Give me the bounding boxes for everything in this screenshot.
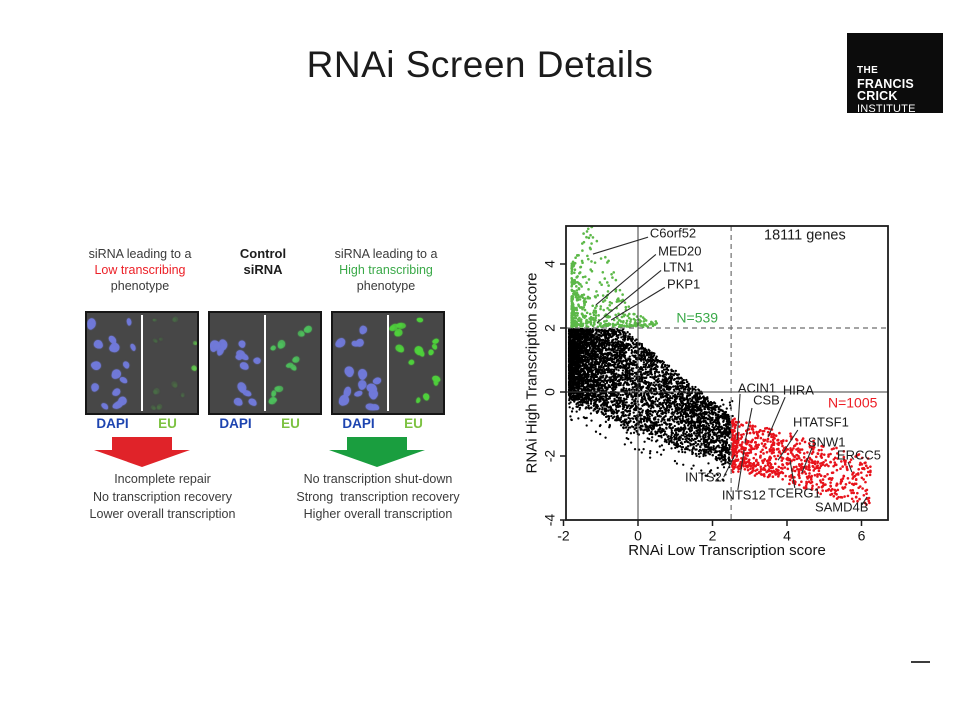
header-line: Low transcribing (94, 263, 186, 277)
green-arrow-shape (329, 437, 425, 467)
microscopy-panel-control (208, 311, 322, 415)
logo-line: CRICK (857, 89, 898, 103)
y-tick-label: -2 (541, 449, 558, 463)
header-line: phenotype (110, 279, 170, 293)
y-axis-title: RNAi High Transcription score (523, 272, 541, 474)
header-line: siRNA (243, 262, 283, 277)
outcome-line: Higher overall transcription (303, 507, 453, 521)
francis-crick-institute-logo: THE FRANCIS CRICK INSTITUTE (847, 33, 943, 115)
dapi-label: DAPI (96, 416, 129, 431)
y-tick-label: -4 (541, 513, 558, 527)
y-tick-label: 4 (541, 260, 558, 268)
y-tick-label: 0 (541, 388, 558, 396)
gene-label-med20: MED20 (658, 243, 702, 259)
gene-leader-line (861, 496, 868, 506)
gene-leader-line (592, 236, 649, 255)
control-header: Control siRNA (188, 246, 338, 278)
page-title: RNAi Screen Details (306, 44, 654, 85)
green-down-arrow (329, 437, 425, 467)
x-tick-label: -2 (557, 527, 570, 544)
header-line: High transcribing (339, 263, 433, 277)
dapi-label: DAPI (342, 416, 375, 431)
eu-label: EU (158, 416, 177, 431)
gene-leader-line (767, 396, 786, 438)
outcome-line: No transcription recovery (93, 489, 232, 504)
total-genes-annotation: 18111 genes (764, 227, 846, 244)
gene-leader-line (789, 460, 796, 489)
logo-line: THE (857, 65, 879, 76)
microscopy-panel-low (85, 311, 199, 415)
outcome-line: Strong transcription recovery (296, 489, 460, 504)
header-line: phenotype (356, 279, 416, 293)
plot-frame (565, 225, 889, 521)
outcome-line: Lower overall transcription (89, 507, 236, 521)
red-down-arrow (94, 437, 190, 467)
eu-label: EU (404, 416, 423, 431)
gene-label-pkp1: PKP1 (667, 276, 701, 292)
gene-leader-line (801, 447, 813, 474)
logo-line: INSTITUTE (857, 102, 916, 115)
green-count-annotation: N=539 (676, 309, 719, 326)
x-tick-label: 2 (708, 527, 717, 544)
x-tick-label: 4 (783, 527, 791, 544)
gene-leader-line (777, 429, 799, 461)
low-phenotype-header: siRNA leading to a Low transcribing phen… (65, 246, 215, 294)
gene-label-acin1: ACIN1 (737, 380, 777, 396)
gene-leader-line (847, 461, 853, 473)
outcome-line: Incomplete repair (114, 472, 211, 486)
outcome-line: No transcription shut-down (303, 472, 453, 486)
plot-axes-overlay (560, 225, 889, 526)
logo-line: FRANCIS (857, 76, 914, 91)
gene-label-ercc5: ERCC5 (836, 447, 881, 463)
red-count-annotation: N=1005 (827, 394, 878, 411)
gene-leader-line (595, 253, 657, 306)
gene-leader-line (723, 454, 736, 478)
header-line: Control (239, 246, 287, 261)
gene-leader-line (744, 407, 753, 443)
gene-label-samd4b: SAMD4B (814, 499, 869, 515)
footer-dash (911, 661, 930, 663)
gene-leader-line (610, 286, 666, 321)
microscopy-panel-high (331, 311, 445, 415)
header-line: siRNA leading to a (88, 247, 192, 261)
x-axis-title: RNAi Low Transcription score (628, 542, 826, 559)
low-outcome-text: Incomplete repair No transcription recov… (55, 471, 270, 524)
gene-label-ints12: INTS12 (721, 487, 766, 503)
gene-label-ltn1: LTN1 (662, 259, 694, 275)
high-phenotype-header: siRNA leading to a High transcribing phe… (311, 246, 461, 294)
header-line: siRNA leading to a (334, 247, 438, 261)
dapi-label: DAPI (219, 416, 252, 431)
sirna-phenotype-figure: siRNA leading to a Low transcribing phen… (75, 240, 507, 532)
y-tick-label: 2 (541, 324, 558, 332)
rnai-scatter-plot: RNAi Low Transcription score RNAi High T… (520, 200, 950, 565)
gene-leader-line (736, 393, 741, 441)
gene-leader-line (737, 449, 745, 491)
gene-label-ints2: INTS2 (684, 469, 722, 485)
eu-label: EU (281, 416, 300, 431)
red-arrow-shape (94, 437, 190, 467)
gene-leader-line (596, 269, 662, 324)
high-outcome-text: No transcription shut-down Strong transc… (265, 471, 491, 524)
gene-label-csb: CSB (753, 392, 780, 408)
gene-label-htatsf1: HTATSF1 (792, 414, 849, 430)
scatter-points-canvas (520, 200, 950, 565)
gene-label-snw1: SNW1 (807, 434, 846, 450)
x-tick-label: 6 (857, 527, 866, 544)
gene-label-c6orf52: C6orf52 (649, 225, 697, 241)
x-tick-label: 0 (634, 527, 642, 544)
gene-label-tcerg1: TCERG1 (768, 485, 821, 501)
gene-label-hira: HIRA (782, 382, 814, 398)
